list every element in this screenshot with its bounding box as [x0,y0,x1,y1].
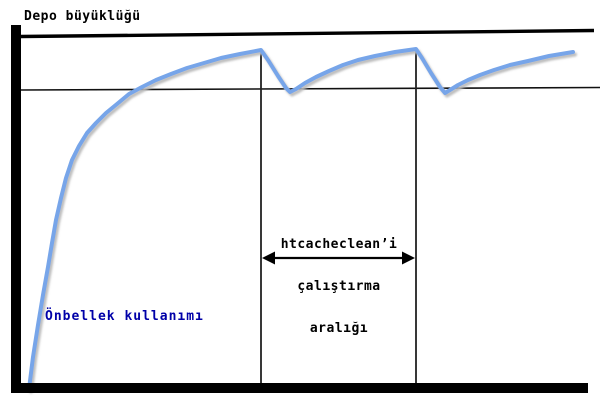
interval-arrowhead-left [262,251,275,265]
interval-label-line-3: aralığı [309,321,369,336]
top-boundary-line [20,28,595,39]
x-axis-bar [11,383,588,393]
interval-arrowhead-right [402,251,415,265]
interval-label: htcacheclean’i çalıştırma aralığı [239,210,439,364]
cache-limit-line [20,86,600,91]
interval-arrow [262,251,415,265]
interval-label-line-1: htcacheclean’i [280,237,398,252]
cache-usage-label: Önbellek kullanımı [45,309,204,324]
cache-usage-curve [27,47,575,391]
storage-size-title: Depo büyüklüğü [24,9,141,24]
interval-label-line-2: çalıştırma [297,279,381,294]
cleanup-interval-markers [260,50,417,384]
y-axis-bar [11,25,21,393]
